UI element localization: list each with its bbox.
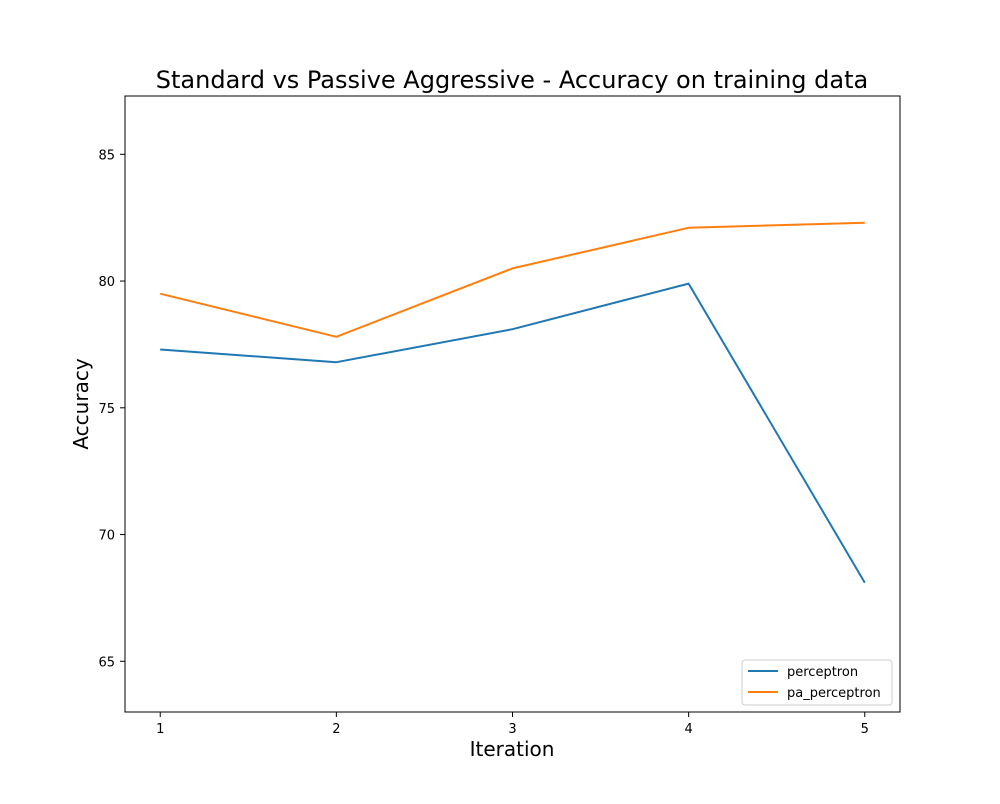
y-tick-label: 65 [98,655,115,670]
x-axis-ticks: 1 2 3 4 5 [156,712,869,737]
y-axis-ticks: 65 70 75 80 85 [98,148,125,670]
series-line-pa_perceptron [159,221,865,338]
plot-area [124,95,901,713]
x-tick-label: 1 [156,722,164,737]
legend-box [741,659,893,706]
x-tick-label: 3 [508,722,516,737]
x-tick-label: 4 [684,722,692,737]
x-tick-label: 5 [861,722,869,737]
y-tick-label: 80 [98,275,115,290]
y-tick-label: 85 [98,148,115,163]
legend-label: perceptron [787,665,858,680]
series-lines [159,221,866,584]
legend-label: pa_perceptron [787,686,881,701]
y-axis-label: Accuracy [69,358,93,449]
legend-items: perceptron pa_perceptron [748,665,881,701]
x-tick-label: 2 [332,722,340,737]
y-tick-label: 70 [98,529,115,544]
x-axis-label: Iteration [470,737,555,761]
chart-title: Standard vs Passive Aggressive - Accurac… [156,66,868,94]
series-line-perceptron [160,282,866,584]
legend: perceptron pa_perceptron [741,659,893,706]
y-tick-label: 75 [98,402,115,417]
